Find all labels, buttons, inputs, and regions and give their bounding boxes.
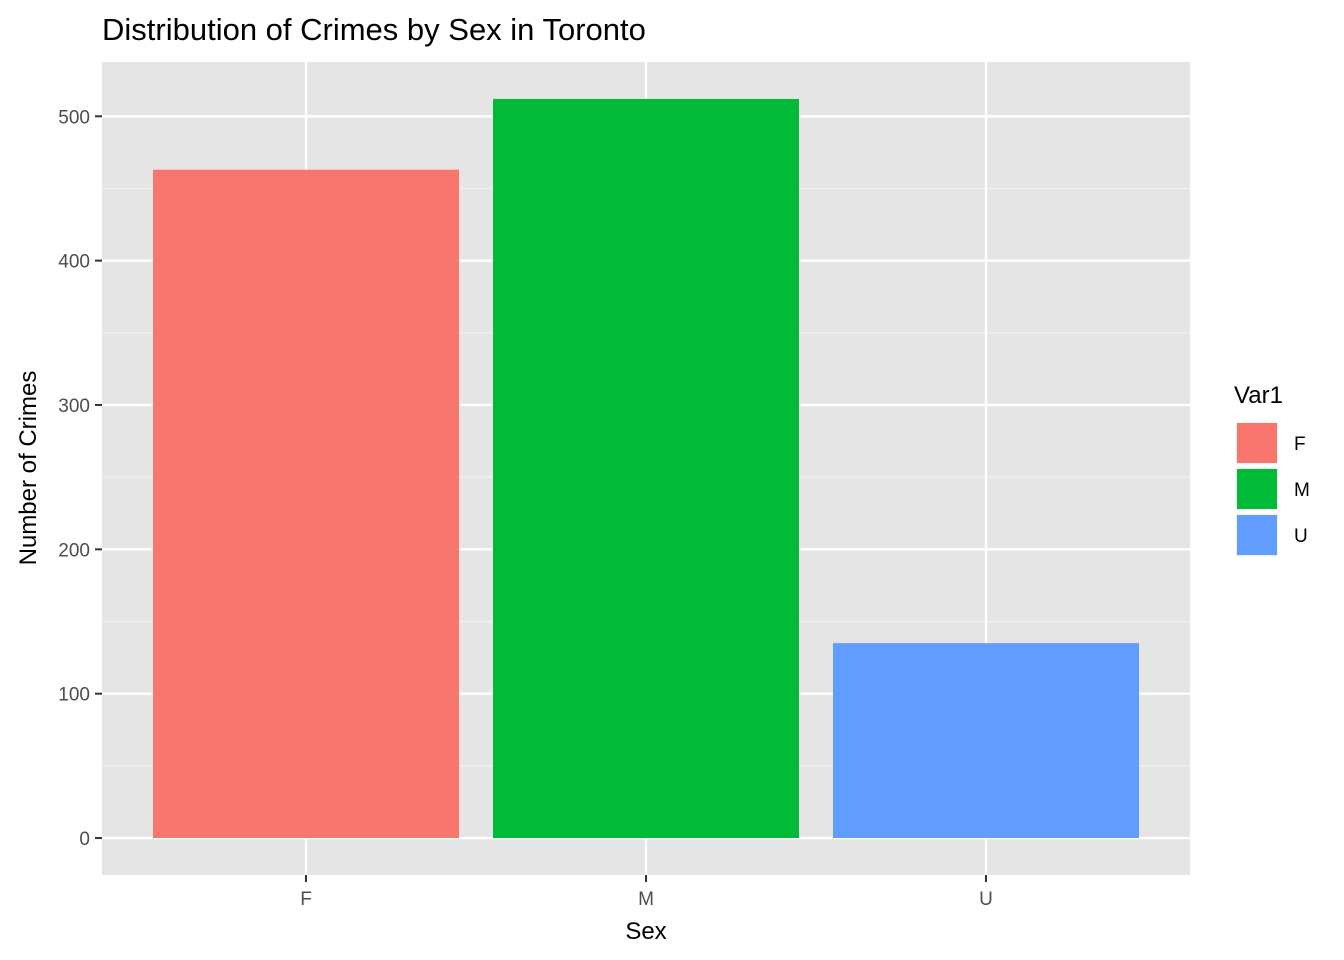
legend-swatch-U [1237,515,1277,555]
bar-U [833,643,1139,839]
legend-title: Var1 [1234,382,1283,409]
y-tick-label: 100 [58,685,90,706]
y-axis: 0 100 200 300 400 500 [58,107,102,850]
legend-swatch-F [1237,423,1277,463]
x-tick-label: M [638,889,654,910]
y-axis-title: Number of Crimes [15,371,42,566]
y-tick-label: 400 [58,252,90,273]
x-tick-label: F [300,889,312,910]
bar-M [493,98,799,839]
y-tick-label: 300 [58,396,90,417]
x-tick-label: U [979,889,993,910]
legend: Var1 F M U [1234,382,1310,556]
legend-label: F [1294,434,1306,455]
x-axis-title: Sex [625,918,666,945]
legend-swatch-M [1237,469,1277,509]
y-tick-label: 200 [58,540,90,561]
bar-F [153,169,459,839]
bars [153,98,1139,839]
legend-label: U [1294,526,1308,547]
y-tick-label: 500 [58,107,90,128]
chart-title: Distribution of Crimes by Sex in Toronto [102,12,646,47]
legend-label: M [1294,480,1310,501]
y-tick-label: 0 [79,829,90,850]
